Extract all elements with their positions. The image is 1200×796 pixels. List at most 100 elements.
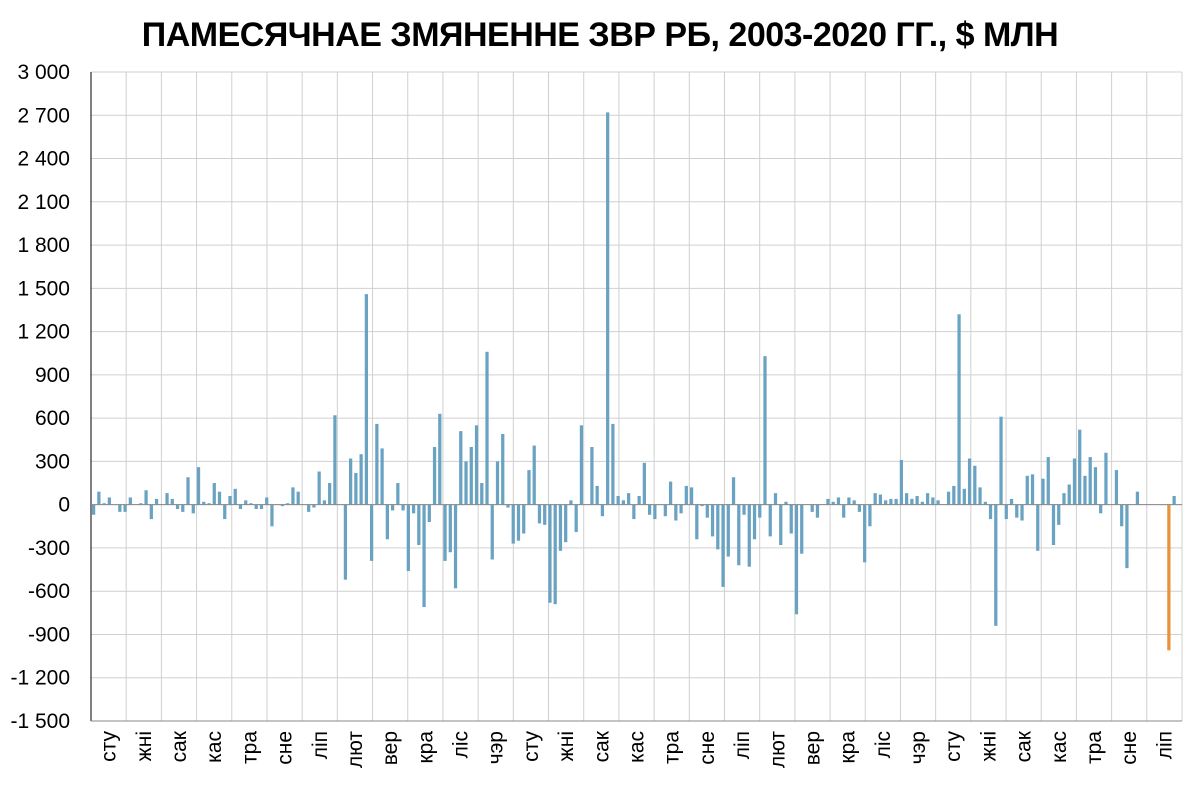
bar <box>878 494 883 505</box>
bar <box>417 504 421 546</box>
bar <box>527 470 531 505</box>
bar <box>847 497 851 505</box>
bar <box>899 459 904 505</box>
bar <box>459 431 463 505</box>
bar <box>852 500 856 505</box>
bar <box>632 504 636 520</box>
bar <box>175 504 180 509</box>
y-tick-label: 2 700 <box>17 104 70 127</box>
bar <box>789 504 793 534</box>
bar <box>611 423 615 505</box>
bar <box>810 504 814 512</box>
x-tick-label: жні <box>977 731 1000 761</box>
bar <box>359 454 363 505</box>
y-tick-label: -1 200 <box>10 667 70 690</box>
y-axis-tick-labels: 3 000 2 700 2 400 2 100 1 800 1 500 1 200 900 60… <box>10 61 70 733</box>
bar <box>716 504 720 550</box>
bar <box>207 503 211 505</box>
bar <box>905 493 909 505</box>
bar <box>579 425 584 505</box>
bar <box>689 487 694 505</box>
bar <box>884 500 888 505</box>
bar <box>380 448 384 505</box>
bar <box>915 496 919 505</box>
bar <box>244 500 248 505</box>
bar <box>97 491 101 505</box>
chart-title: ПАМЕСЯЧНАЕ ЗМЯНЕННЕ ЗВР РБ, 2003-2020 ГГ… <box>141 16 1059 54</box>
bar <box>873 493 877 505</box>
bar <box>401 504 405 511</box>
bar <box>485 351 489 505</box>
bar <box>558 504 563 551</box>
bar <box>952 485 956 505</box>
bar <box>532 445 536 505</box>
bar <box>553 504 557 605</box>
bar <box>411 504 416 514</box>
bar <box>773 493 778 505</box>
bar <box>863 504 867 563</box>
bar <box>254 504 258 509</box>
bar <box>149 504 153 520</box>
bars <box>92 112 1176 651</box>
bar <box>396 483 400 505</box>
bar <box>973 465 977 505</box>
x-tick-label: ліп <box>731 731 754 759</box>
bar <box>1093 467 1098 505</box>
bar <box>842 504 846 518</box>
x-tick-label: жні <box>555 731 578 761</box>
bar <box>564 504 568 543</box>
bar <box>307 504 311 512</box>
x-tick-label: тра <box>1083 731 1106 764</box>
x-tick-label: сне <box>274 731 297 765</box>
bar <box>296 491 300 505</box>
bar <box>710 504 715 537</box>
bar <box>836 497 841 505</box>
bar <box>1057 504 1061 525</box>
bar <box>957 314 961 505</box>
bar <box>627 493 631 505</box>
bar <box>784 501 788 505</box>
bar <box>705 504 709 518</box>
bar <box>925 493 930 505</box>
bar <box>1051 504 1056 546</box>
bar <box>92 504 96 515</box>
bar <box>988 504 993 520</box>
x-tick-label: чэр <box>907 731 930 764</box>
bar <box>118 504 122 512</box>
bar <box>695 504 699 540</box>
bar <box>831 501 835 505</box>
x-tick-label: сак <box>168 730 191 762</box>
bar <box>107 497 111 505</box>
y-tick-label: 3 000 <box>17 61 70 84</box>
y-tick-label: 2 100 <box>17 191 70 214</box>
bar <box>364 294 368 505</box>
bar <box>317 471 321 505</box>
bar <box>1099 504 1103 514</box>
bar <box>511 504 515 544</box>
bar <box>574 504 578 533</box>
bar <box>495 461 500 505</box>
bar <box>165 493 169 505</box>
bar <box>1030 474 1035 505</box>
bar <box>228 496 232 505</box>
bar <box>422 504 426 608</box>
bar <box>1067 484 1071 505</box>
y-tick-label: 1 500 <box>17 277 70 300</box>
y-tick-label: 1 200 <box>17 321 70 344</box>
bar <box>1104 452 1108 505</box>
y-tick-label: 600 <box>35 407 70 430</box>
x-tick-label: тра <box>661 731 684 764</box>
bar <box>742 504 746 515</box>
bar <box>931 497 935 505</box>
bar <box>154 498 159 505</box>
bar <box>181 504 185 512</box>
bar <box>170 498 174 505</box>
bar <box>910 498 914 505</box>
bar <box>731 477 736 505</box>
x-tick-label: сне <box>1118 731 1141 765</box>
bar <box>212 483 216 505</box>
bar <box>857 504 862 512</box>
bar <box>238 504 243 509</box>
y-tick-label: 0 <box>58 494 70 517</box>
